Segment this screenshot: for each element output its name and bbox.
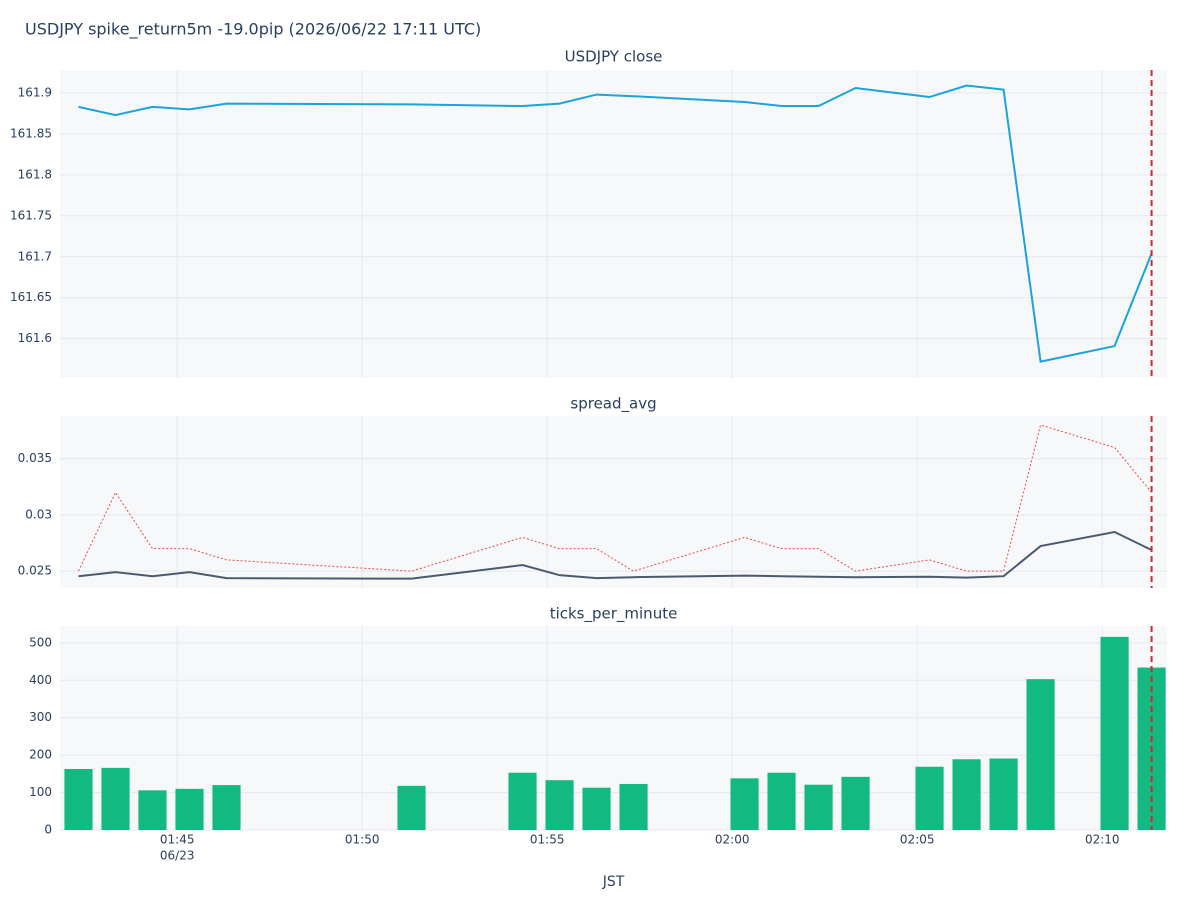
bar bbox=[730, 778, 759, 830]
y-tick-label: 0.035 bbox=[18, 451, 52, 465]
y-tick-label: 161.8 bbox=[18, 167, 52, 181]
series-line bbox=[78, 84, 1153, 363]
bar bbox=[952, 759, 981, 830]
plot-area bbox=[60, 626, 1167, 830]
y-tick-label: 161.6 bbox=[18, 331, 52, 345]
y-tick-label: 161.65 bbox=[10, 290, 52, 304]
series-line bbox=[78, 530, 1153, 580]
y-tick-label: 161.7 bbox=[18, 249, 52, 263]
x-tick-label: 01:50 bbox=[345, 833, 380, 847]
x-tick-label: 02:05 bbox=[900, 833, 935, 847]
bar bbox=[767, 772, 796, 830]
bar bbox=[989, 758, 1018, 830]
x-axis-title: JST bbox=[602, 874, 625, 890]
bar bbox=[212, 785, 241, 830]
y-tick-label: 0.025 bbox=[18, 564, 52, 578]
y-tick-label: 300 bbox=[29, 710, 52, 724]
y-tick-label: 0.03 bbox=[25, 507, 52, 521]
x-tick-label: 01:55 bbox=[530, 833, 565, 847]
subplot-title: spread_avg bbox=[570, 395, 656, 414]
y-tick-label: 200 bbox=[29, 748, 52, 762]
bar bbox=[915, 766, 944, 830]
y-tick-label: 0 bbox=[44, 823, 52, 837]
subplot-title: ticks_per_minute bbox=[550, 605, 678, 624]
y-tick-label: 500 bbox=[29, 635, 52, 649]
bar bbox=[175, 788, 204, 830]
figure-title: USDJPY spike_return5m -19.0pip (2026/06/… bbox=[25, 20, 481, 40]
bar bbox=[582, 787, 611, 830]
x-tick-date: 06/23 bbox=[160, 849, 195, 863]
bar bbox=[138, 790, 167, 830]
y-tick-label: 161.85 bbox=[10, 126, 52, 140]
bar bbox=[397, 785, 426, 830]
y-tick-label: 161.75 bbox=[10, 208, 52, 222]
y-tick-label: 161.9 bbox=[18, 85, 52, 99]
bar bbox=[1100, 636, 1129, 830]
bar bbox=[508, 772, 537, 830]
bar bbox=[1026, 679, 1055, 830]
x-tick-label: 01:45 bbox=[160, 833, 195, 847]
bar bbox=[545, 780, 574, 830]
bar bbox=[841, 776, 870, 830]
plot-area bbox=[60, 70, 1167, 378]
y-tick-label: 100 bbox=[29, 785, 52, 799]
subplot-title: USDJPY close bbox=[565, 48, 663, 66]
bar bbox=[619, 783, 648, 830]
y-tick-label: 400 bbox=[29, 673, 52, 687]
bar bbox=[804, 784, 833, 830]
x-tick-label: 02:10 bbox=[1085, 833, 1120, 847]
bar bbox=[64, 768, 93, 830]
x-tick-label: 02:00 bbox=[715, 833, 750, 847]
series-line bbox=[78, 424, 1152, 572]
plot-area bbox=[60, 416, 1167, 588]
bar bbox=[101, 767, 130, 830]
